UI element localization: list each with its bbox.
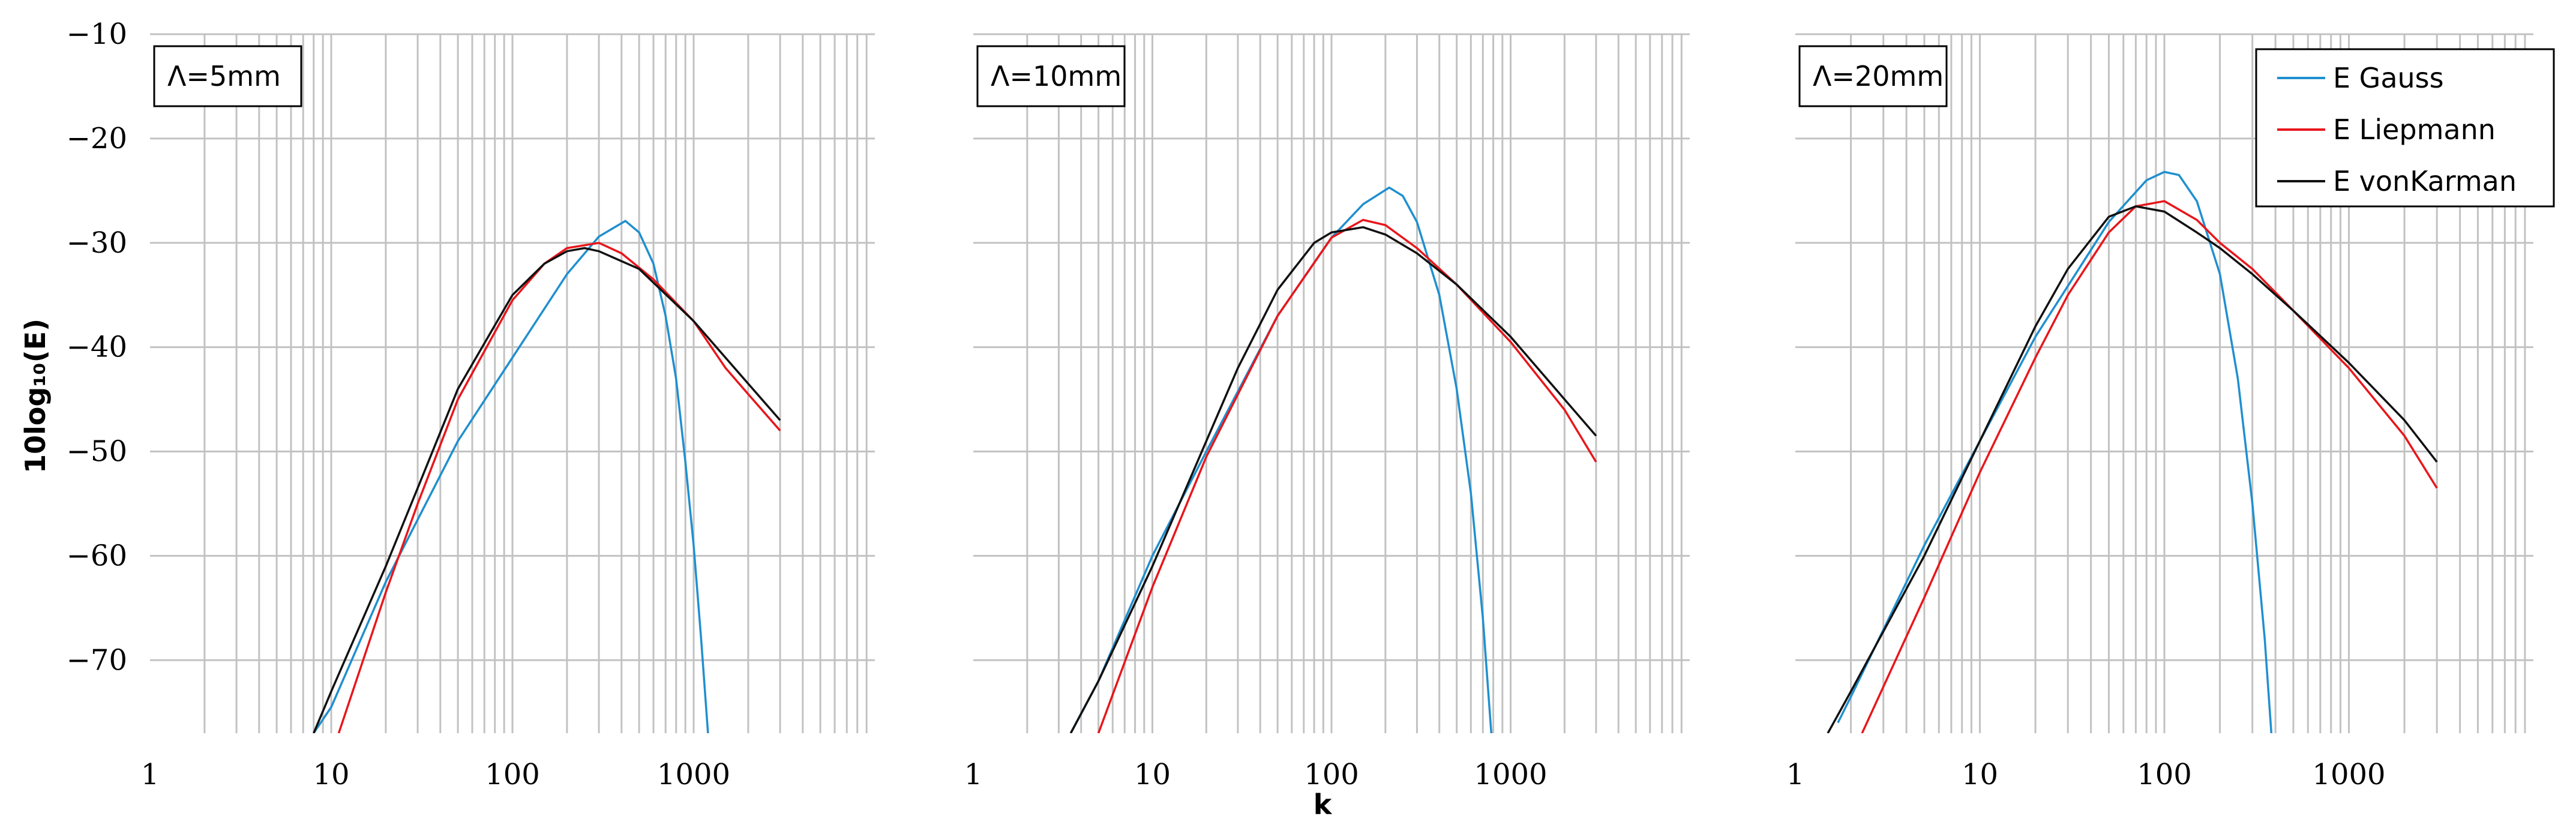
x-tick-label: 100	[485, 758, 540, 791]
y-axis-title: 10log₁₀(E)	[19, 319, 52, 473]
series-line-e-vonkarman	[313, 247, 781, 733]
series-line-e-liepmann	[1861, 200, 2438, 733]
y-tick-label: −40	[67, 331, 127, 364]
series-line-e-gauss	[313, 220, 709, 733]
x-tick-label: 100	[1304, 758, 1359, 791]
panel-label: Λ=20mm	[1813, 60, 1944, 92]
x-tick-label: 1000	[1474, 758, 1547, 791]
panel-label-box	[976, 45, 1126, 107]
panel-1: 1 10 100 1000 −10 −20 −30 −40 −50 −60 −70 Λ=5mm	[67, 17, 875, 791]
y-tick-label: −60	[67, 539, 127, 572]
x-axis-title: k	[1314, 788, 1333, 821]
x-tick-label: 10	[1962, 758, 1998, 791]
series-line-e-vonkarman	[1827, 205, 2438, 733]
y-tick-label: −20	[67, 122, 127, 155]
x-tick-label: 1	[1786, 758, 1805, 791]
x-tick-label: 1000	[2312, 758, 2385, 791]
y-tick-label: −50	[67, 435, 127, 469]
x-tick-label: 1	[964, 758, 983, 791]
panel-label-box	[1798, 45, 1948, 107]
legend: E Gauss E Liepmann E vonKarman	[2255, 48, 2555, 208]
x-tick-label: 10	[313, 758, 349, 791]
panel-label: Λ=5mm	[167, 60, 281, 92]
series-line-e-gauss	[1837, 170, 2273, 733]
series-line-e-vonkarman	[1069, 226, 1597, 733]
series-line-e-liepmann	[337, 242, 781, 733]
panel-label-box	[153, 45, 302, 107]
x-tick-label: 100	[2137, 758, 2192, 791]
y-tick-label: −70	[67, 643, 127, 677]
legend-label: E vonKarman	[2333, 165, 2517, 197]
y-tick-label: −10	[67, 17, 127, 51]
legend-label: E Liepmann	[2333, 113, 2496, 146]
legend-label: E Gauss	[2333, 62, 2444, 94]
x-tick-label: 1	[141, 758, 160, 791]
series-line-e-gauss	[1069, 186, 1493, 733]
panel-2: 1 10 100 1000 Λ=10mm	[964, 33, 1690, 791]
series-line-e-liepmann	[1097, 218, 1597, 733]
y-tick-label: −30	[67, 226, 127, 260]
x-tick-label: 1000	[657, 758, 730, 791]
panel-label: Λ=10mm	[991, 60, 1121, 92]
x-tick-label: 10	[1134, 758, 1171, 791]
